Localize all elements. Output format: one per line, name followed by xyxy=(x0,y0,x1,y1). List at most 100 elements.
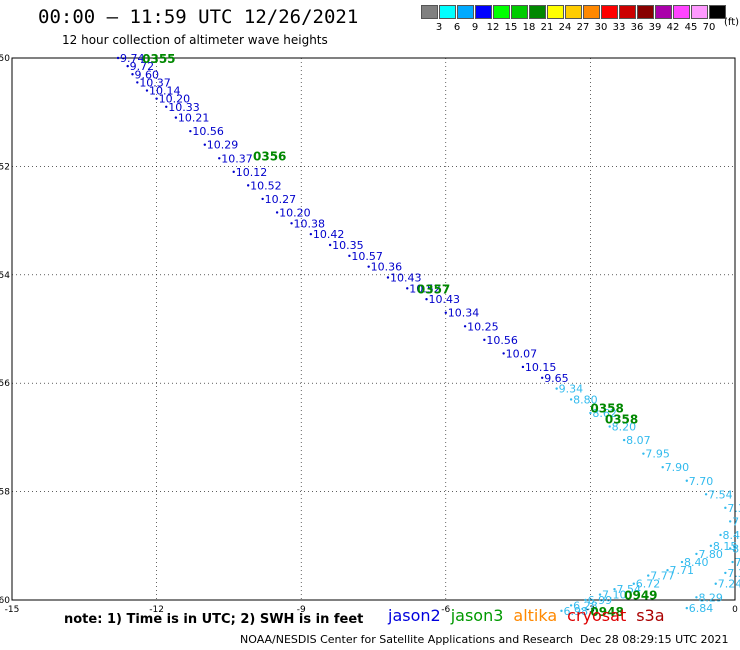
legend-swatch-label: 9 xyxy=(471,22,479,33)
legend-swatch xyxy=(511,5,528,19)
legend-swatch xyxy=(475,5,492,19)
swh-label: 8.20 xyxy=(612,421,637,434)
swh-label: 10.25 xyxy=(467,320,499,333)
swh-label: 10.15 xyxy=(525,361,557,374)
data-point xyxy=(232,170,235,174)
legend-swatch-label: 6 xyxy=(453,22,461,33)
data-point xyxy=(598,593,602,596)
legend-swatch-label: 70 xyxy=(702,22,716,33)
swh-label: 8.15 xyxy=(713,540,738,553)
swh-label: 6.84 xyxy=(689,602,714,615)
data-point xyxy=(685,606,688,610)
legend-swatch-label: 45 xyxy=(684,22,698,33)
data-point xyxy=(116,56,120,60)
data-point xyxy=(661,466,664,469)
swh-label: 9.34 xyxy=(559,383,584,396)
swh-label: 6.28 xyxy=(573,599,598,612)
swh-label: 10.34 xyxy=(448,307,480,320)
data-point xyxy=(189,129,192,133)
satellite-legend: jason2 jason3 altika cryosat s3a xyxy=(388,606,675,625)
data-point xyxy=(589,411,592,415)
legend-swatch-label: 30 xyxy=(594,22,608,33)
swh-label: 10.52 xyxy=(409,282,441,295)
legend-swatch xyxy=(457,5,474,19)
swh-label: 10.21 xyxy=(178,112,210,125)
legend-swatch xyxy=(565,5,582,19)
data-point xyxy=(174,116,178,119)
satellite-label-jason2: jason2 xyxy=(388,606,441,625)
satellite-label-altika: altika xyxy=(513,606,558,625)
time-label: 0358 xyxy=(590,402,623,416)
legend-swatch xyxy=(547,5,564,19)
swh-label: 9.60 xyxy=(135,68,160,81)
y-tick-label: -58 xyxy=(0,488,10,498)
data-point xyxy=(724,571,727,575)
time-label: 0949 xyxy=(624,589,657,603)
swh-label: 6.72 xyxy=(636,578,661,591)
data-point xyxy=(165,105,168,108)
data-point xyxy=(483,338,486,342)
data-point xyxy=(290,222,293,225)
legend-swatch-label: 39 xyxy=(648,22,662,33)
data-point xyxy=(685,479,688,482)
y-tick-label: -52 xyxy=(0,162,10,172)
swh-label: 7.32 xyxy=(727,567,740,580)
legend-swatch-label: 33 xyxy=(612,22,626,33)
data-point xyxy=(463,325,467,328)
swh-label: 6.99 xyxy=(588,594,613,607)
swh-label: 10.38 xyxy=(294,217,326,230)
legend-swatch-label: 18 xyxy=(522,22,536,33)
data-point xyxy=(348,254,351,258)
swh-label: 7.30 xyxy=(732,515,740,528)
legend-swatch xyxy=(709,5,726,19)
data-point xyxy=(560,609,563,613)
swh-label: 7.90 xyxy=(665,461,690,474)
swh-label: 10.42 xyxy=(313,228,345,241)
swh-label: 10.43 xyxy=(429,293,461,306)
swh-label: 10.14 xyxy=(149,85,181,98)
data-point xyxy=(569,398,573,401)
data-point xyxy=(203,143,206,146)
legend-swatch xyxy=(583,5,600,19)
y-tick-label: -60 xyxy=(0,596,10,606)
data-point xyxy=(724,506,727,510)
x-tick-label: 0 xyxy=(732,605,738,615)
data-point xyxy=(680,560,684,564)
data-point xyxy=(136,81,139,84)
legend-swatch-label: 42 xyxy=(666,22,680,33)
data-point xyxy=(155,97,158,100)
data-point xyxy=(647,574,650,577)
data-point xyxy=(695,552,698,556)
data-point xyxy=(541,376,544,379)
data-point xyxy=(584,598,587,602)
data-point xyxy=(131,73,134,76)
time-label: 0357 xyxy=(417,282,450,296)
data-point xyxy=(728,547,732,550)
swh-label: 6.98 xyxy=(563,605,588,618)
swh-label: 10.56 xyxy=(486,334,518,347)
legend-unit: (ft) xyxy=(724,17,740,28)
swh-label: 7.54 xyxy=(708,488,733,501)
data-point xyxy=(613,587,616,591)
data-point xyxy=(275,211,279,214)
swh-label: 9.72 xyxy=(130,60,155,73)
legend-swatch xyxy=(619,5,636,19)
satellite-label-cryosat: cryosat xyxy=(567,606,627,625)
swh-label: 10.20 xyxy=(279,206,311,219)
data-point xyxy=(261,197,264,201)
data-point xyxy=(555,387,558,390)
legend-swatch xyxy=(691,5,708,19)
x-tick-label: -9 xyxy=(297,605,306,615)
swh-label: 8.62 xyxy=(592,407,617,420)
swh-label: 8.41 xyxy=(723,529,740,542)
swh-label: 10.35 xyxy=(332,239,364,252)
swh-label: 10.36 xyxy=(371,261,403,274)
legend-swatch-label: 27 xyxy=(576,22,590,33)
legend-swatch xyxy=(439,5,456,19)
data-point xyxy=(367,265,370,268)
timestamp: Dec 28 08:29:15 UTC 2021 xyxy=(580,633,729,646)
x-tick-label: -6 xyxy=(441,605,450,615)
swh-label: 10.43 xyxy=(390,272,422,285)
x-tick-label: -12 xyxy=(149,605,164,615)
